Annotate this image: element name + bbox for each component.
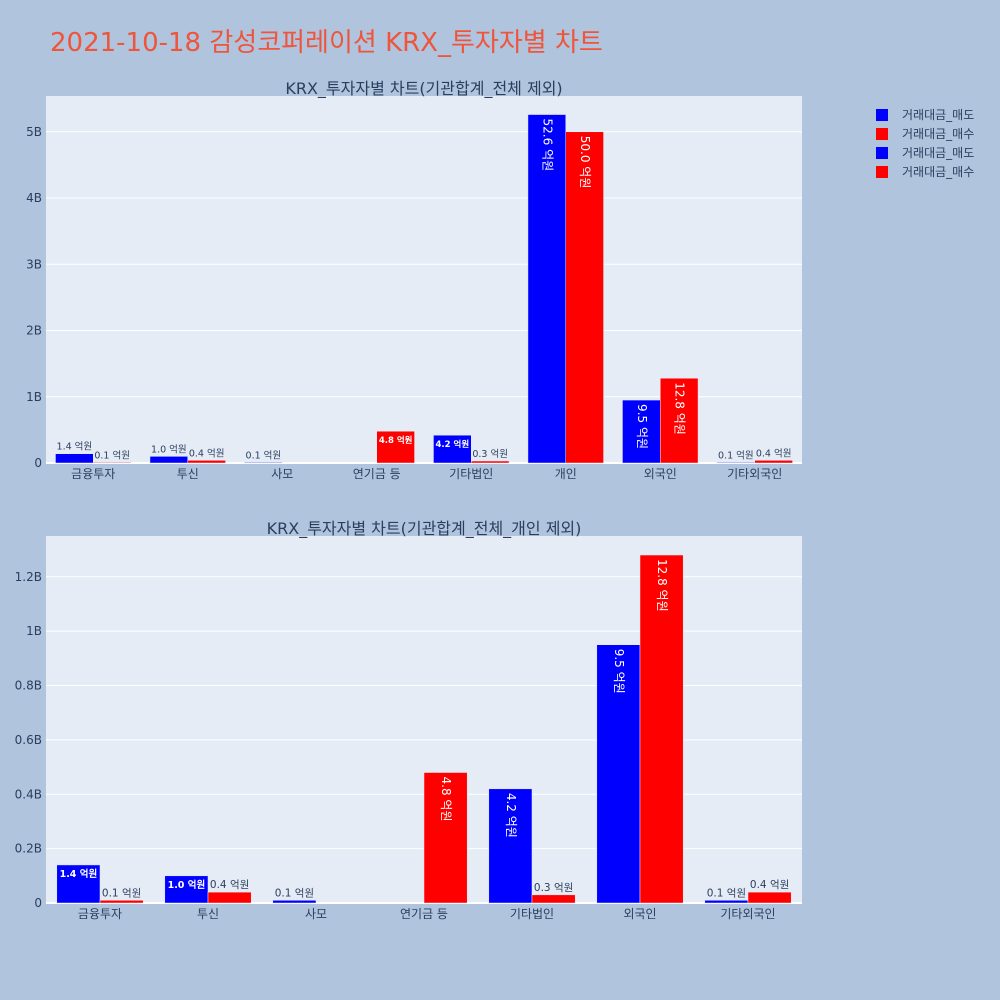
- bar: [704, 900, 749, 904]
- chart-excl-individual: 0 0.2B 0.4B 0.6B 0.8B 1B 1.2B KRX_투자자별 차트(기관합계_…: [15, 519, 802, 921]
- y-tick-label: 0.2B: [15, 842, 42, 856]
- y-tick-label: 1B: [26, 390, 42, 404]
- data-label: 12.8 억원: [655, 559, 669, 612]
- legend-swatch: [876, 128, 888, 140]
- bar: [272, 900, 317, 904]
- bar: [754, 460, 793, 464]
- bar: [149, 456, 188, 464]
- data-label: 4.8 억원: [379, 435, 413, 446]
- legend-swatch: [876, 147, 888, 159]
- bar: [56, 864, 101, 904]
- chart-title: KRX_투자자별 차트(기관합계_전체 제외): [285, 79, 562, 99]
- x-tick-label: 투신: [177, 467, 199, 481]
- y-tick-label: 4B: [26, 191, 42, 205]
- data-label: 0.1 억원: [102, 887, 141, 899]
- x-tick-label: 기타법인: [510, 907, 554, 921]
- bar: [596, 644, 641, 904]
- data-label: 0.1 억원: [246, 449, 282, 461]
- y-tick-label: 1B: [26, 624, 42, 638]
- data-label: 50.0 억원: [578, 136, 592, 189]
- data-label: 0.4 억원: [750, 879, 789, 891]
- x-tick-label: 기타법인: [449, 467, 493, 481]
- data-label: 0.1 억원: [718, 449, 754, 461]
- bar: [527, 114, 567, 464]
- legend-swatch: [876, 109, 888, 121]
- data-label: 1.4 억원: [60, 868, 98, 880]
- bar: [164, 875, 209, 904]
- bar: [660, 377, 699, 464]
- x-tick-label: 연기금 등: [353, 467, 401, 481]
- x-tick-label: 사모: [305, 907, 327, 921]
- data-label: 0.4 억원: [756, 447, 792, 459]
- y-tick-label: 5B: [26, 125, 42, 139]
- x-tick-label: 기타외국인: [720, 907, 775, 921]
- data-label: 0.4 억원: [210, 879, 249, 891]
- data-label: 12.8 억원: [673, 382, 687, 435]
- data-label: 1.0 억원: [151, 443, 187, 455]
- data-label: 4.2 억원: [436, 439, 470, 450]
- data-label: 52.6 억원: [540, 119, 554, 172]
- bar: [207, 891, 252, 904]
- bar: [423, 772, 468, 904]
- x-tick-label: 외국인: [644, 467, 677, 481]
- y-tick-label: 0: [34, 456, 42, 470]
- x-tick-label: 투신: [197, 907, 219, 921]
- x-tick-label: 외국인: [623, 907, 656, 921]
- data-label: 0.1 억원: [94, 449, 130, 461]
- bar: [187, 460, 226, 464]
- bar: [244, 462, 283, 464]
- y-tick-label: 0: [34, 896, 42, 910]
- bar: [433, 434, 472, 464]
- bar: [639, 554, 684, 904]
- data-label: 0.3 억원: [472, 448, 508, 460]
- data-label: 0.4 억원: [189, 447, 225, 459]
- y-tick-label: 3B: [26, 257, 42, 271]
- bar: [622, 399, 661, 464]
- legend-swatch: [876, 166, 888, 178]
- bar: [716, 462, 756, 464]
- x-tick-label: 기타외국인: [727, 467, 782, 481]
- legend-label: 거래대금_매도: [902, 108, 974, 122]
- chart-all: 0 1B 2B 3B 4B 5B KRX_투자자별 차트(기관합계_전체 제외) 금융투자 1.…: [26, 79, 802, 481]
- data-label: 0.3 억원: [534, 882, 573, 894]
- legend-label: 거래대금_매수: [902, 127, 974, 141]
- bar: [376, 430, 415, 464]
- x-tick-label: 금융투자: [78, 907, 122, 921]
- y-tick-label: 0.6B: [15, 733, 42, 747]
- x-tick-label: 개인: [555, 467, 577, 481]
- y-tick-label: 0.4B: [15, 787, 42, 801]
- x-tick-label: 금융투자: [71, 467, 115, 481]
- page-title: 2021-10-18 감성코퍼레이션 KRX_투자자별 차트: [50, 28, 603, 58]
- data-label: 0.1 억원: [275, 887, 314, 899]
- bar: [93, 462, 132, 464]
- chart-title: KRX_투자자별 차트(기관합계_전체_개인 제외): [267, 519, 582, 539]
- data-label: 4.8 억원: [439, 777, 453, 822]
- x-tick-label: 사모: [271, 467, 293, 481]
- bar: [747, 891, 792, 904]
- data-label: 9.5 억원: [635, 404, 649, 449]
- data-label: 1.4 억원: [57, 441, 93, 453]
- bar: [488, 788, 533, 904]
- data-label: 9.5 억원: [612, 649, 626, 694]
- bar: [99, 900, 144, 904]
- legend-label: 거래대금_매수: [902, 165, 974, 179]
- data-label: 0.1 억원: [707, 887, 746, 899]
- bar: [531, 894, 576, 904]
- x-tick-label: 연기금 등: [400, 907, 448, 921]
- bar: [55, 453, 94, 464]
- y-tick-label: 0.8B: [15, 679, 42, 693]
- data-label: 1.0 억원: [168, 879, 206, 891]
- y-tick-label: 1.2B: [15, 570, 42, 584]
- y-tick-label: 2B: [26, 324, 42, 338]
- legend-label: 거래대금_매도: [902, 146, 974, 160]
- bar: [471, 460, 510, 464]
- data-label: 4.2 억원: [504, 793, 518, 838]
- bar: [565, 131, 604, 464]
